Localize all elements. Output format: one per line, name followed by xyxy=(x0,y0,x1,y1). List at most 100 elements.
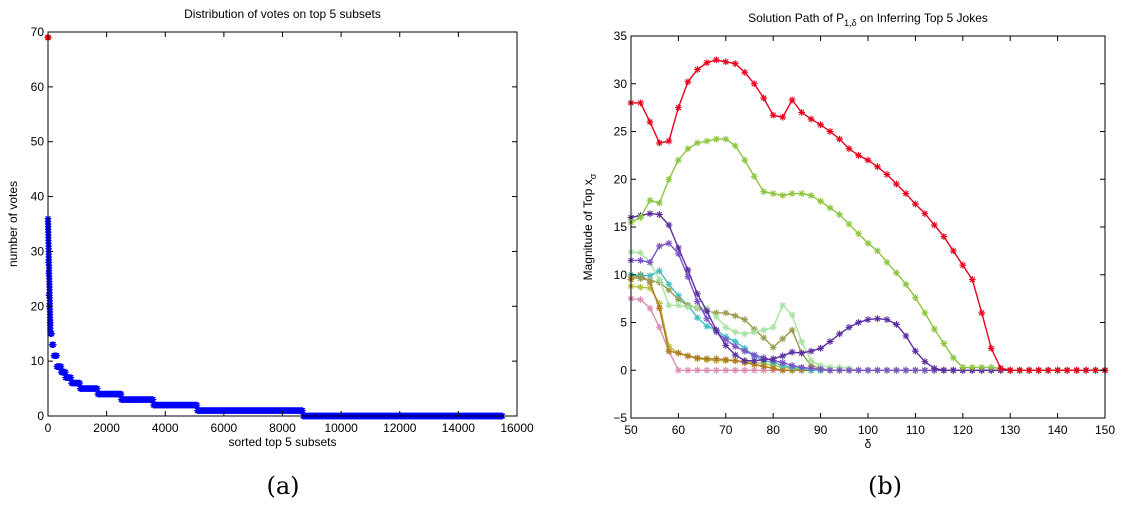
chart-a-plot-area: 0 2000 4000 6000 8000 10000 12000 14000 16000 0 10… xyxy=(31,25,534,435)
vote-count-point xyxy=(67,374,75,381)
series-point xyxy=(675,156,682,164)
series-point xyxy=(703,355,711,363)
series-point xyxy=(959,363,967,371)
vote-count-point xyxy=(57,363,65,370)
chart-b-y-tick-label: 25 xyxy=(614,125,628,139)
series-point xyxy=(656,267,663,275)
series-point xyxy=(788,348,796,356)
chart-b-title: Solution Path of P1,δ on Inferring Top 5… xyxy=(748,11,988,28)
series-point xyxy=(675,366,682,374)
series-point xyxy=(731,351,739,359)
chart-b-title-subscript: 1,δ xyxy=(844,18,857,28)
series-point xyxy=(731,328,739,336)
series-point xyxy=(912,347,919,355)
chart-b-x-tick-label: 60 xyxy=(672,423,686,437)
chart-b-y-tick-label: 20 xyxy=(614,172,628,186)
series-point xyxy=(817,197,824,205)
chart-b-x-tick-label: 80 xyxy=(767,423,781,437)
series-point xyxy=(693,303,701,311)
series-point xyxy=(693,139,701,147)
series-point xyxy=(817,362,824,369)
series-point xyxy=(665,239,673,247)
series-point xyxy=(665,175,673,183)
series-point xyxy=(731,357,739,365)
series-point xyxy=(779,113,787,121)
series-point xyxy=(656,276,663,283)
series-point xyxy=(930,221,938,229)
series-point xyxy=(968,276,976,283)
chart-b-y-axis-label-subscript: σ xyxy=(588,173,598,179)
series-point xyxy=(712,355,720,363)
series-point xyxy=(693,66,701,73)
series-point xyxy=(646,284,654,292)
series-point xyxy=(921,210,929,218)
series-point xyxy=(817,121,824,129)
series-point xyxy=(637,283,644,291)
series-point xyxy=(712,313,720,321)
chart-b-y-axis-label: Magnitude of Top xσ xyxy=(581,173,598,280)
series-point xyxy=(836,135,843,143)
series-point xyxy=(665,280,673,288)
series-point xyxy=(769,343,777,351)
series-point xyxy=(1073,366,1080,374)
chart-b-y-tick-label: 10 xyxy=(614,268,628,282)
vote-count-point xyxy=(149,396,157,403)
chart-b-x-tick-label: 50 xyxy=(624,423,638,437)
series-point xyxy=(637,296,644,303)
series-point xyxy=(836,211,843,218)
series-point xyxy=(750,357,758,365)
series-point xyxy=(760,356,768,364)
series-point xyxy=(712,56,720,64)
vote-count-point xyxy=(94,385,101,392)
series-point xyxy=(646,118,654,126)
series-point xyxy=(779,352,787,360)
series-point xyxy=(817,344,824,352)
chart-b-y-tick-label: 15 xyxy=(614,220,628,234)
series-point xyxy=(741,156,749,164)
series-point xyxy=(684,352,692,360)
series-point xyxy=(1035,366,1043,374)
chart-a-x-axis-label: sorted top 5 subsets xyxy=(228,435,336,449)
chart-a-y-tick-label: 70 xyxy=(31,25,45,39)
series-point xyxy=(731,342,739,350)
series-point xyxy=(874,366,881,374)
series-point xyxy=(741,347,749,355)
chart-b-y-axis-label-main: Magnitude of Top x xyxy=(581,179,595,280)
series-point xyxy=(864,316,872,324)
series-point xyxy=(693,366,701,374)
chart-a-y-tick-label: 60 xyxy=(31,80,45,94)
series-point xyxy=(741,357,749,365)
series-point xyxy=(693,354,701,362)
series-point xyxy=(864,156,872,164)
series-point xyxy=(779,359,787,367)
series-point xyxy=(750,361,758,368)
vote-count-point xyxy=(299,407,306,414)
series-point xyxy=(675,296,682,303)
series-point xyxy=(722,342,730,349)
series-point xyxy=(693,314,701,322)
series-point xyxy=(665,347,673,355)
chart-b-y-tick-label: −5 xyxy=(613,411,627,425)
series-point xyxy=(760,188,768,196)
chart-b-x-tick-label: 120 xyxy=(953,423,973,437)
series-point xyxy=(1082,366,1090,374)
series-point xyxy=(731,338,739,345)
series-point xyxy=(959,261,967,269)
series-point xyxy=(637,214,644,221)
vote-count-point xyxy=(53,352,60,359)
series-point xyxy=(703,307,711,315)
series-point xyxy=(807,115,815,123)
series-point xyxy=(703,315,711,323)
series-point xyxy=(646,210,654,218)
series-point xyxy=(845,145,853,153)
chart-b-x-tick-label: 100 xyxy=(858,423,878,437)
series-point xyxy=(760,326,768,334)
series-point xyxy=(940,366,948,374)
series-point xyxy=(769,190,777,197)
chart-b-title-main: Solution Path of P xyxy=(748,11,844,25)
series-point xyxy=(902,366,910,374)
series-point xyxy=(798,363,806,371)
series-point xyxy=(893,180,900,188)
series-point xyxy=(741,68,749,76)
series-point xyxy=(722,323,730,331)
